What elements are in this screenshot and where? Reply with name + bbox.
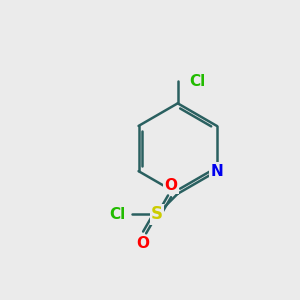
- Text: S: S: [151, 206, 163, 224]
- Text: O: O: [137, 236, 150, 251]
- Text: O: O: [164, 178, 177, 193]
- Text: Cl: Cl: [189, 74, 205, 89]
- Text: N: N: [211, 164, 223, 178]
- Text: Cl: Cl: [109, 207, 125, 222]
